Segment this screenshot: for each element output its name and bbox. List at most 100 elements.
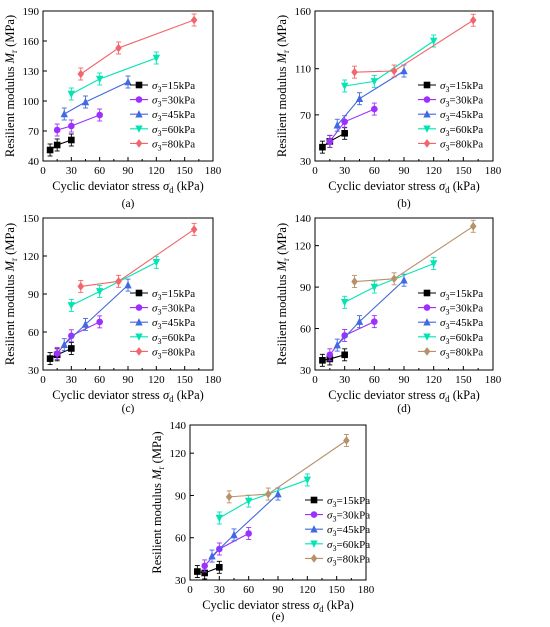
x-tick-label: 150 <box>455 374 472 386</box>
data-point <box>264 489 272 499</box>
legend-label: σ3=80kPa <box>440 346 483 360</box>
y-tick-label: 160 <box>295 6 312 18</box>
legend-label: σ3=30kPa <box>440 95 483 109</box>
data-point <box>245 530 252 537</box>
legend-label: σ3=15kPa <box>440 288 483 302</box>
x-tick-label: 180 <box>485 374 502 386</box>
legend-label: σ3=60kPa <box>440 332 483 346</box>
series-1 <box>326 315 378 362</box>
legend-label: σ3=45kPa <box>440 109 483 123</box>
data-point <box>190 225 198 234</box>
x-tick-label: 180 <box>485 165 502 177</box>
data-point <box>96 318 103 326</box>
data-point <box>152 54 161 63</box>
series-line <box>322 354 345 361</box>
legend-marker <box>423 125 431 133</box>
x-tick-label: 90 <box>273 584 285 596</box>
x-tick-label: 180 <box>205 165 222 177</box>
x-tick-label: 60 <box>369 374 381 386</box>
data-point <box>390 66 398 76</box>
series-1 <box>326 102 378 148</box>
y-tick-label: 60 <box>300 324 312 336</box>
x-tick-label: 60 <box>94 165 106 177</box>
y-tick-label: 120 <box>23 251 40 263</box>
data-point <box>96 111 103 119</box>
data-point <box>333 121 341 129</box>
legend-marker <box>423 289 431 297</box>
series-3 <box>215 473 312 525</box>
y-tick-label: 160 <box>23 36 40 48</box>
y-tick-label: 60 <box>28 327 40 339</box>
legend-marker <box>423 318 431 326</box>
legend-label: σ3=30kPa <box>440 303 483 317</box>
data-point <box>319 143 326 151</box>
panel-label: (c) <box>122 403 135 415</box>
y-tick-label: 60 <box>175 533 187 545</box>
legend-label: σ3=80kPa <box>152 346 195 360</box>
data-point <box>341 118 348 126</box>
series-3 <box>67 51 161 101</box>
data-point <box>215 514 224 523</box>
series-line <box>229 440 347 498</box>
data-point <box>371 105 378 113</box>
data-point <box>194 568 201 575</box>
data-point <box>68 345 75 352</box>
x-tick-label: 120 <box>299 584 316 596</box>
data-point <box>400 66 408 75</box>
legend-marker <box>423 110 431 118</box>
legend-marker <box>423 333 431 341</box>
x-tick-label: 0 <box>187 584 193 596</box>
legend-marker <box>135 333 143 341</box>
legend-label: σ3=45kPa <box>440 317 483 331</box>
data-point <box>53 126 61 134</box>
data-point <box>319 357 326 364</box>
data-point <box>152 259 161 267</box>
data-point <box>370 78 379 86</box>
data-point <box>341 351 348 359</box>
series-line <box>344 263 434 303</box>
data-point <box>400 276 408 284</box>
panel-label: (d) <box>397 403 411 415</box>
legend-marker <box>135 304 143 311</box>
y-tick-label: 90 <box>175 490 187 502</box>
data-point <box>340 82 349 91</box>
x-axis-label: Cyclic deviator stress σd (kPa) <box>328 179 480 195</box>
data-point <box>60 109 68 118</box>
legend-marker <box>310 525 318 533</box>
legend-label: σ3=45kPa <box>327 524 370 538</box>
data-point <box>68 122 75 130</box>
legend-label: σ3=80kPa <box>327 553 370 567</box>
y-tick-label: 70 <box>300 110 312 122</box>
legend-marker <box>423 304 431 311</box>
x-tick-label: 30 <box>339 165 351 177</box>
data-point <box>274 489 282 498</box>
data-point <box>355 317 364 325</box>
legend-label: σ3=15kPa <box>152 80 195 94</box>
x-tick-label: 60 <box>243 584 255 596</box>
x-tick-label: 120 <box>425 374 442 386</box>
x-tick-label: 150 <box>176 165 193 177</box>
y-tick-label: 90 <box>300 282 312 294</box>
data-point <box>244 497 253 506</box>
series-line <box>80 19 195 75</box>
data-point <box>95 75 104 84</box>
data-point <box>225 492 233 502</box>
x-tick-label: 30 <box>339 374 351 386</box>
data-point <box>46 355 54 362</box>
data-point <box>115 277 122 286</box>
x-tick-label: 150 <box>328 584 345 596</box>
x-tick-label: 0 <box>40 165 46 177</box>
series-2 <box>60 75 132 121</box>
legend-marker <box>135 318 143 326</box>
series-4 <box>77 222 198 293</box>
data-point <box>343 436 350 445</box>
data-point <box>429 37 438 46</box>
y-tick-label: 120 <box>295 241 312 253</box>
data-point <box>77 69 85 79</box>
data-point <box>355 94 364 102</box>
y-axis-label: Resilient modulus Mr (MPa) <box>3 223 19 365</box>
